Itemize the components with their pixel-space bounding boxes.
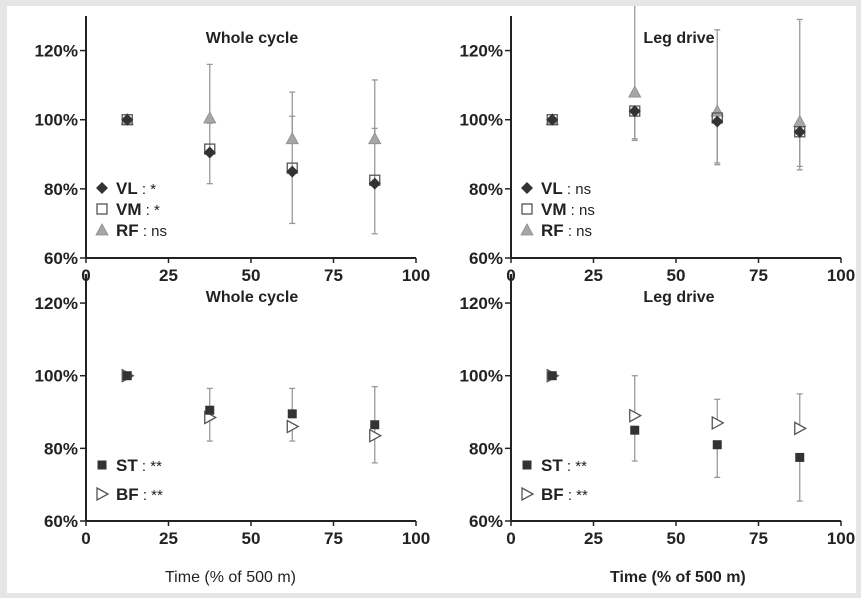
data-point-st [205,405,215,415]
data-point-st [122,371,132,381]
chart-title: Leg drive [643,30,714,47]
data-point-rf [628,85,642,98]
chart-area: 60% 80% 100% 120% 0 25 50 75 100 Whole cycle VL : … [35,6,855,548]
data-point-st [630,425,640,435]
x-tick-label: 100 [402,266,430,285]
x-tick-label: 25 [159,266,178,285]
data-point-rf [285,131,299,145]
x-axis-title-left: Time (% of 500 m) [165,569,296,586]
y-tick-label: 60% [469,512,503,531]
x-tick-label: 25 [584,529,603,548]
y-tick-label: 120% [35,42,78,61]
y-tick-label: 60% [469,249,503,268]
legend-marker-vl [521,182,533,194]
legend-marker-vm [96,203,108,215]
chart-title: Whole cycle [206,289,299,306]
y-tick-label: 100% [460,367,503,386]
x-axis-title-right: Time (% of 500 m) [610,569,746,586]
data-point-st [287,409,297,419]
legend-label-vl: VL : * [116,179,156,198]
x-tick-label: 0 [81,529,90,548]
figure: 60% 80% 100% 120% 0 25 50 75 100 Whole cycle VL : … [7,6,856,593]
legend-label-rf: RF : ns [116,221,167,240]
data-point-rf [368,131,382,145]
data-point-rf [793,114,807,127]
legend-marker-bf [521,486,535,502]
data-point-st [547,371,557,381]
x-tick-label: 100 [402,529,430,548]
y-tick-label: 120% [460,294,503,313]
y-tick-label: 80% [44,180,78,199]
data-point-st [370,420,380,430]
data-point-vl [546,113,559,126]
y-tick-label: 60% [44,249,78,268]
data-point-bf [629,408,643,423]
data-point-rf [203,111,217,124]
x-tick-label: 100 [827,529,855,548]
chart-panel-3: 60% 80% 100% 120% 0 25 50 75 100 Whole cycle ST : … [35,274,430,548]
x-tick-label: 50 [667,529,686,548]
data-point-st [795,452,805,462]
legend-marker-st [97,460,107,470]
chart-title: Whole cycle [206,30,299,47]
legend-label-bf: BF : ** [116,485,163,504]
legend-marker-rf [520,223,534,236]
legend-marker-rf [95,223,109,236]
legend-label-vl: VL : ns [541,179,591,198]
y-tick-label: 60% [44,512,78,531]
y-tick-label: 100% [460,111,503,130]
data-point-bf [286,419,300,434]
x-tick-label: 100 [827,266,855,285]
legend-label-vm: VM : ns [541,200,595,219]
x-tick-label: 25 [584,266,603,285]
chart-title: Leg drive [643,289,714,306]
x-tick-label: 75 [749,266,768,285]
legend-marker-vm [521,203,533,215]
data-point-vl [368,177,381,190]
x-tick-label: 75 [324,529,343,548]
data-point-vl [711,115,724,128]
legend-label-st: ST : ** [116,456,162,475]
y-tick-label: 80% [469,180,503,199]
data-point-rf [710,104,724,117]
x-tick-label: 75 [749,529,768,548]
x-tick-label: 0 [506,529,515,548]
chart-panel-4: 60% 80% 100% 120% 0 25 50 75 100 Leg drive ST : **… [460,274,855,548]
data-point-vl [628,105,641,118]
legend-label-st: ST : ** [541,456,587,475]
data-point-bf [711,415,725,431]
data-point-vl [121,113,134,126]
y-tick-label: 100% [35,111,78,130]
y-tick-label: 80% [469,439,503,458]
data-point-bf [794,421,808,436]
data-point-st [712,440,722,450]
data-point-vl [286,165,299,178]
y-tick-label: 120% [460,42,503,61]
legend-label-rf: RF : ns [541,221,592,240]
y-tick-label: 120% [35,294,78,313]
data-point-vl [793,125,806,138]
legend-marker-vl [96,182,108,194]
x-tick-label: 50 [242,266,261,285]
data-point-bf [369,428,383,443]
y-tick-label: 100% [35,367,78,386]
x-tick-label: 75 [324,266,343,285]
x-tick-label: 50 [667,266,686,285]
legend-marker-st [522,460,532,470]
y-tick-label: 80% [44,439,78,458]
legend-label-bf: BF : ** [541,485,588,504]
x-tick-label: 50 [242,529,261,548]
x-tick-label: 25 [159,529,178,548]
legend-label-vm: VM : * [116,200,160,219]
legend-marker-bf [96,486,110,502]
data-point-vl [203,146,216,159]
